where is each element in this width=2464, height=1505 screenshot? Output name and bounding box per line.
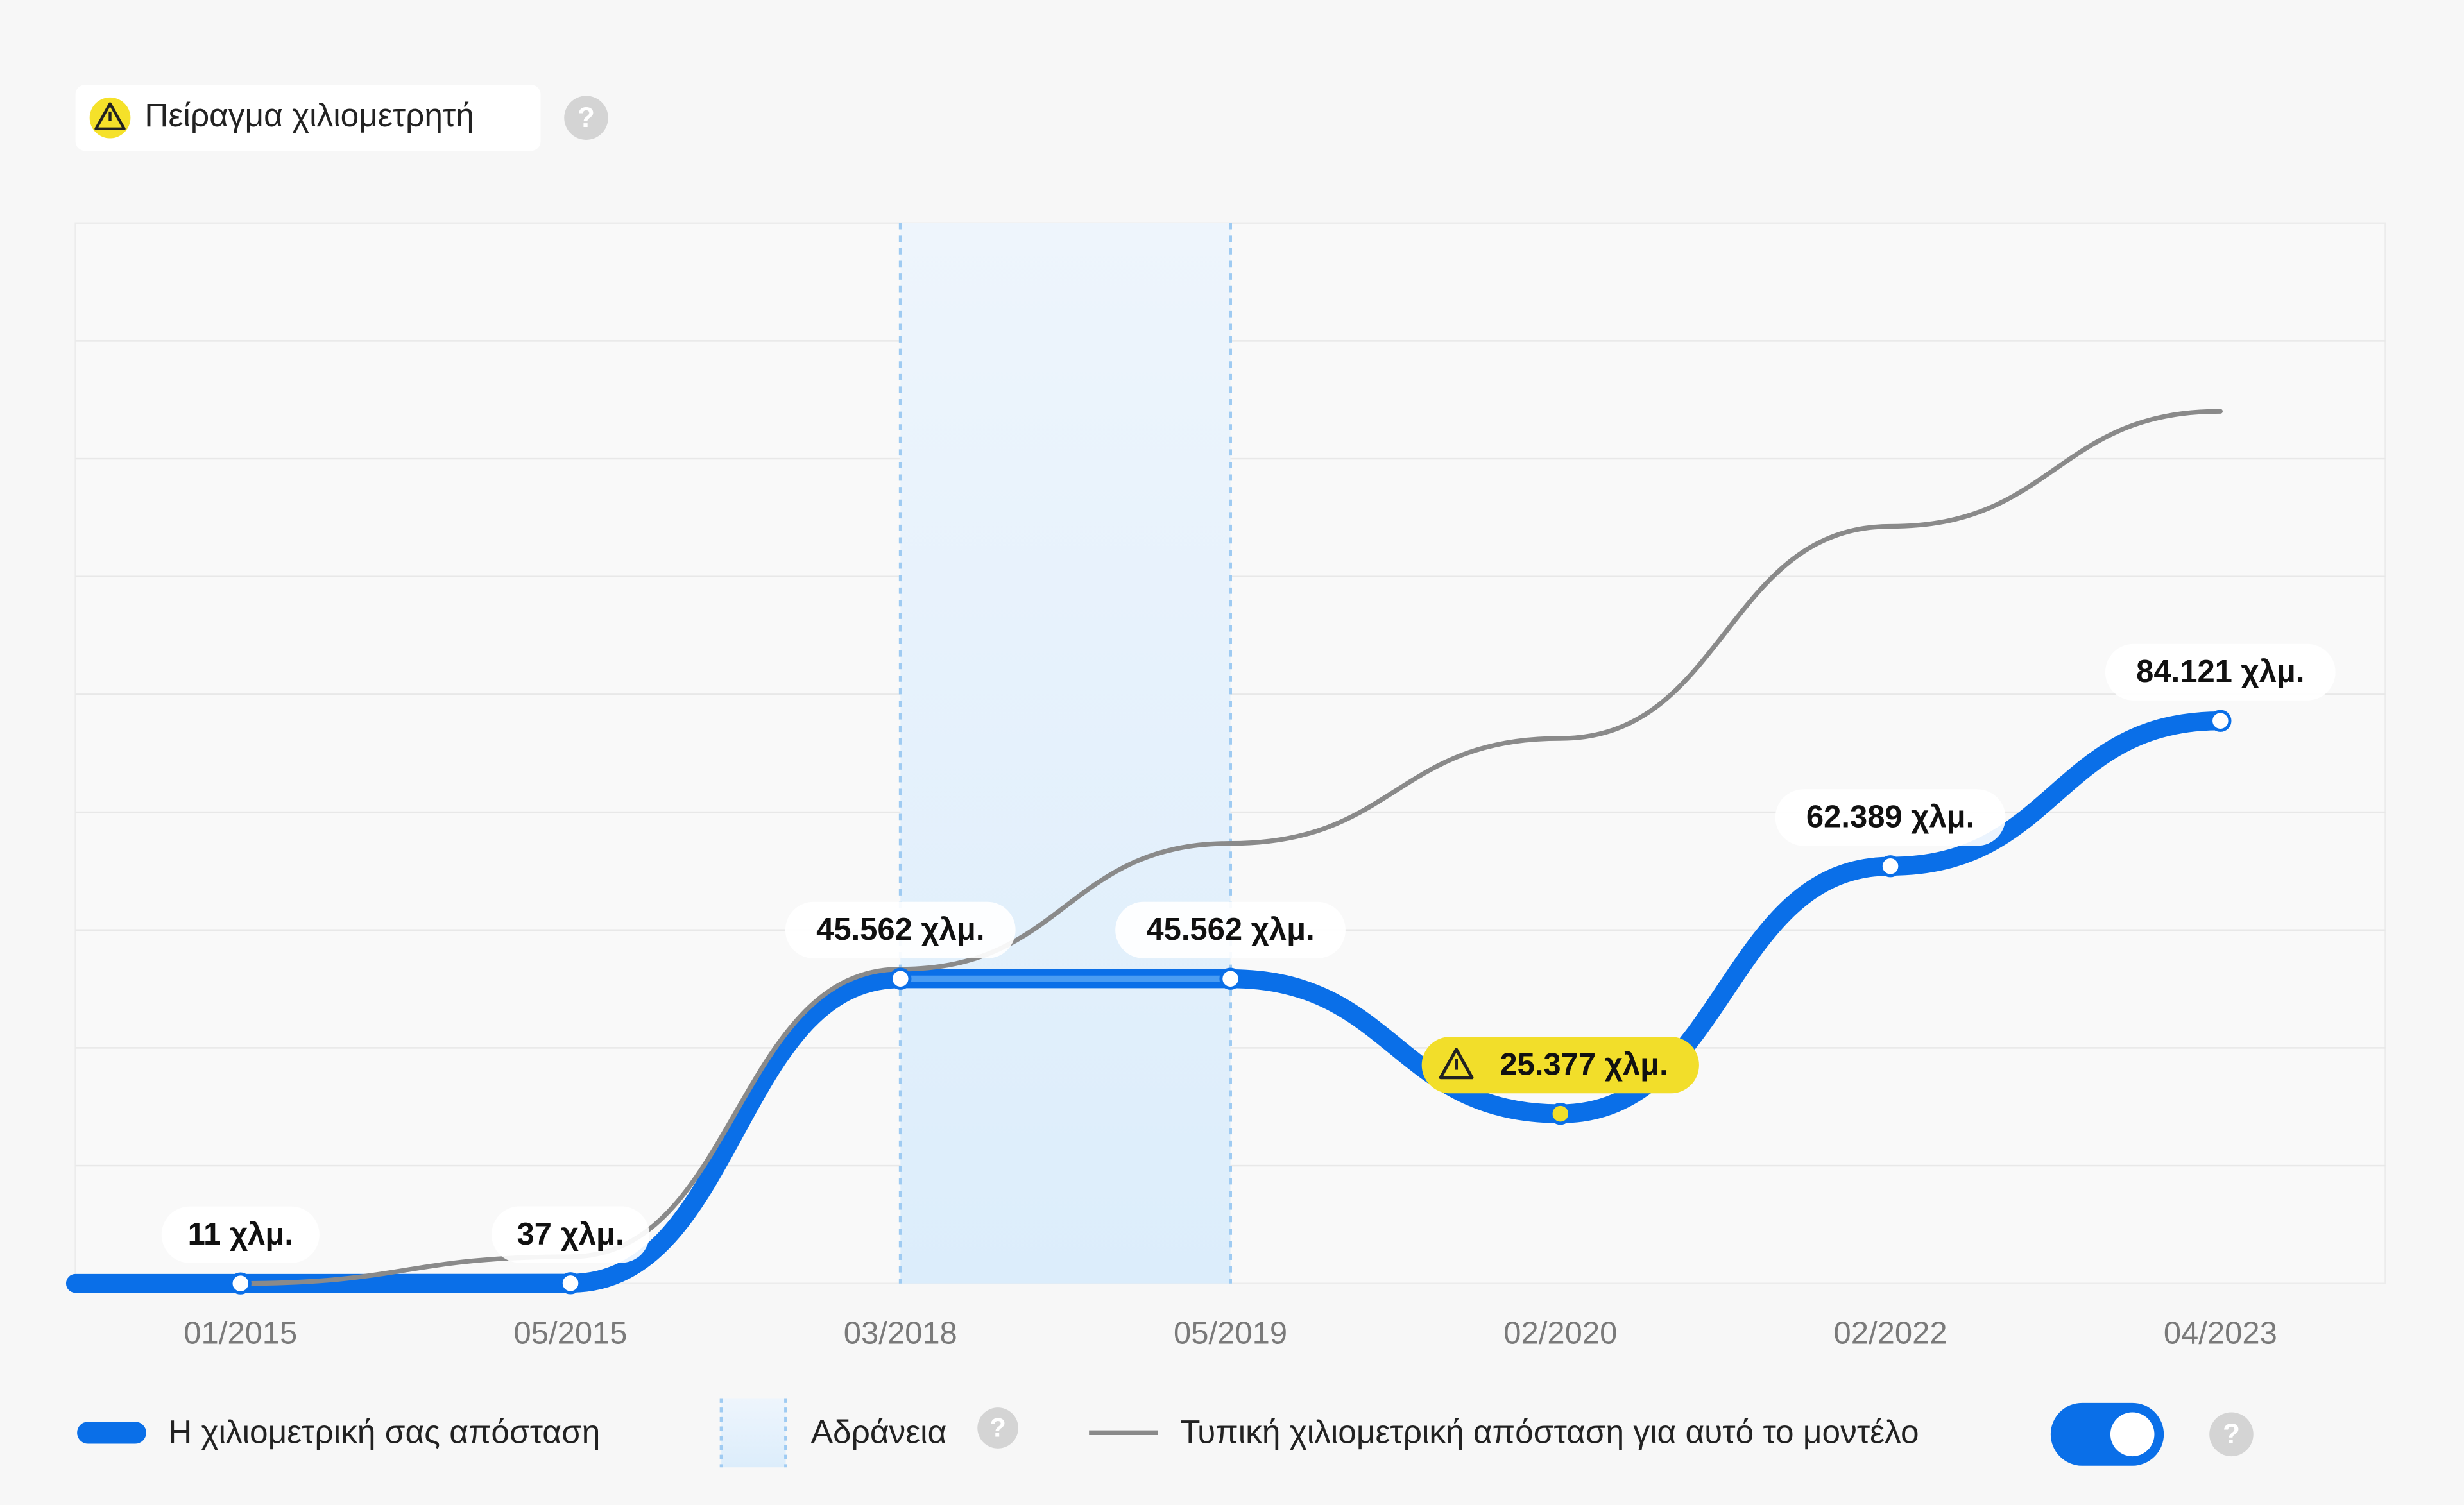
value-label: 25.377 χλμ. — [1500, 1048, 1668, 1082]
plot-layer: 01/2015 05/2015 03/2018 05/2019 02/2020 02/20… — [65, 223, 2386, 1350]
value-label-bg — [2105, 643, 2336, 701]
badge-text: Πείραγμα χιλιομετρητή — [144, 96, 474, 133]
value-label-bg — [161, 1206, 320, 1263]
value-label-bg — [1115, 901, 1346, 958]
data-point — [889, 967, 912, 990]
warning-triangle — [94, 102, 126, 131]
value-label: 84.121 χλμ. — [2136, 654, 2304, 689]
x-tick-label: 02/2020 — [1503, 1316, 1617, 1350]
data-point — [1219, 967, 1242, 990]
help-text[interactable]: ? — [2223, 1418, 2240, 1450]
value-label-bg — [785, 901, 1016, 958]
value-label-bg — [1421, 1037, 1699, 1094]
toggle-knob[interactable] — [2110, 1412, 2155, 1457]
x-tick-label: 05/2019 — [1174, 1316, 1287, 1350]
x-tick-label: 01/2015 — [184, 1316, 297, 1350]
value-label: 62.389 χλμ. — [1806, 800, 1974, 835]
legend-swatch-band — [721, 1398, 786, 1468]
value-label: 37 χλμ. — [517, 1217, 624, 1252]
data-point — [1549, 1103, 1571, 1125]
value-label: 11 χλμ. — [188, 1217, 293, 1252]
x-tick-label: 05/2015 — [514, 1316, 628, 1350]
warning-triangle — [1439, 1048, 1474, 1080]
help-text[interactable]: ? — [989, 1412, 1005, 1442]
help-icon[interactable] — [977, 1407, 1018, 1449]
legend-swatch-blue — [77, 1422, 146, 1444]
value-label-bg — [491, 1206, 650, 1263]
value-label: 45.562 χλμ. — [1146, 912, 1314, 947]
help-icon[interactable] — [2209, 1412, 2254, 1457]
help-text[interactable]: ? — [578, 102, 595, 133]
value-label: 45.562 χλμ. — [816, 912, 984, 947]
value-label-bg — [1775, 789, 2006, 846]
legend-label: Αδράνεια — [811, 1413, 947, 1450]
badge — [75, 85, 541, 151]
help-icon[interactable] — [564, 96, 608, 140]
data-point — [1879, 855, 1902, 878]
data-point — [559, 1272, 582, 1295]
legend-label: Τυπική χιλιομετρική απόσταση για αυτό το… — [1180, 1413, 1919, 1450]
x-tick-label: 02/2022 — [1834, 1316, 1947, 1350]
data-point — [229, 1272, 252, 1295]
data-point — [2209, 710, 2232, 732]
x-tick-label: 04/2023 — [2164, 1316, 2277, 1350]
inactive-band — [900, 223, 1231, 1284]
x-tick-label: 03/2018 — [844, 1316, 957, 1350]
legend-label: Η χιλιομετρική σας απόσταση — [168, 1413, 600, 1450]
